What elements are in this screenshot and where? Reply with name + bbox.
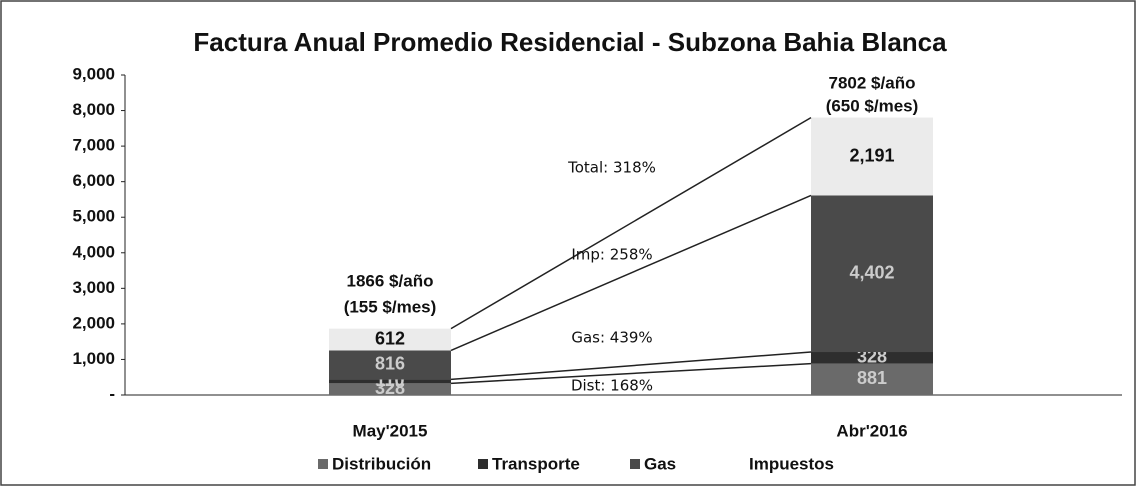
y-tick-label: 9,000 xyxy=(72,64,115,83)
annotation: (650 $/mes) xyxy=(826,96,919,115)
data-label: 4,402 xyxy=(849,263,894,283)
bar-segment xyxy=(329,379,451,384)
growth-line xyxy=(450,351,812,381)
growth-line xyxy=(450,116,812,330)
bar-segment xyxy=(811,195,933,353)
data-label: 816 xyxy=(375,354,405,374)
bar-segment xyxy=(329,383,451,395)
legend-label: Impuestos xyxy=(749,454,834,473)
annotation: 7802 $/año xyxy=(829,73,916,92)
y-tick-label: 1,000 xyxy=(72,349,115,368)
annotation: 1866 $/año xyxy=(347,271,434,290)
y-tick-label: 5,000 xyxy=(72,207,115,226)
y-tick-label: - xyxy=(109,384,115,403)
y-tick-label: 8,000 xyxy=(72,100,115,119)
bar-segment xyxy=(329,328,451,351)
x-tick-label: Abr'2016 xyxy=(836,421,907,440)
annotation: Imp: 258% xyxy=(571,246,652,264)
annotation: Total: 318% xyxy=(567,159,656,177)
annotation: Dist: 168% xyxy=(571,377,653,395)
legend-label: Distribución xyxy=(332,454,431,473)
y-tick-label: 3,000 xyxy=(72,278,115,297)
legend-label: Transporte xyxy=(492,454,580,473)
y-tick-label: 7,000 xyxy=(72,136,115,155)
annotation: (155 $/mes) xyxy=(344,297,437,316)
data-label: 881 xyxy=(857,368,887,388)
legend-swatch xyxy=(630,459,640,469)
data-label: 2,191 xyxy=(849,145,894,165)
y-tick-label: 2,000 xyxy=(72,313,115,332)
data-label: 612 xyxy=(375,328,405,348)
chart-title: Factura Anual Promedio Residencial - Sub… xyxy=(193,27,947,57)
legend-label: Gas xyxy=(644,454,676,473)
x-tick-label: May'2015 xyxy=(353,421,428,440)
y-tick-label: 6,000 xyxy=(72,171,115,190)
bar-segment xyxy=(811,117,933,196)
bar-segment xyxy=(329,350,451,380)
annotation: Gas: 439% xyxy=(571,329,652,347)
growth-line xyxy=(450,194,812,352)
legend-swatch xyxy=(318,459,328,469)
bar-segment xyxy=(811,352,933,364)
growth-line xyxy=(450,362,812,385)
bar-segment xyxy=(811,363,933,395)
legend-swatch xyxy=(478,459,488,469)
y-tick-label: 4,000 xyxy=(72,242,115,261)
